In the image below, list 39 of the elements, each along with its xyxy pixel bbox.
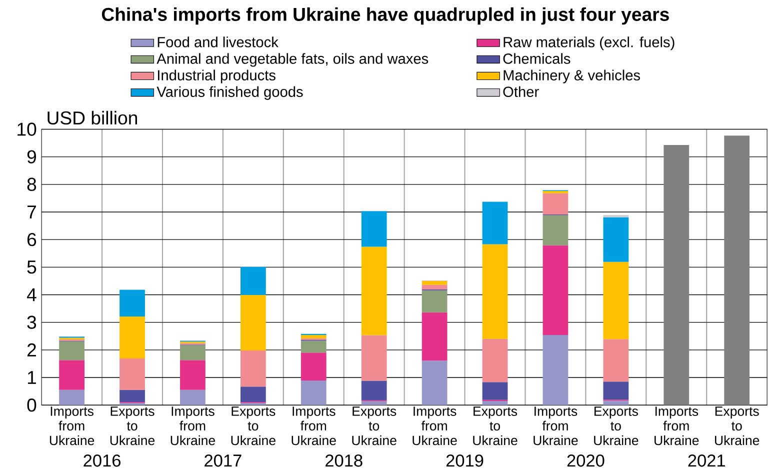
x-tick-label: Imports from Ukraine — [534, 406, 578, 446]
x-tick-label: Imports from Ukraine — [292, 406, 336, 446]
y-tick-label: 9 — [27, 150, 36, 164]
legend-label: Other — [503, 86, 539, 97]
chart-title: China's imports from Ukraine have quadrupled in just four years — [102, 7, 669, 25]
text: 2021 — [688, 454, 725, 467]
x-tick-label: Imports from Ukraine — [50, 406, 94, 446]
legend-label: Industrial products — [158, 70, 276, 84]
x-tick-label: Imports from Ukraine — [170, 406, 215, 446]
legend-label: Various finished goods — [156, 86, 303, 100]
y-tick-label: 4 — [26, 288, 36, 302]
x-tick-label: Exports to Ukraine — [714, 406, 760, 446]
legend-label: Raw materials (excl. fuels) — [504, 36, 674, 50]
x-tick-label: Imports from Ukraine — [654, 406, 699, 446]
y-tick-label: 6 — [27, 232, 36, 246]
y-axis-title: USD billion — [48, 110, 137, 125]
y-tick-label: 5 — [27, 260, 36, 274]
legend-label: Machinery & vehicles — [504, 70, 640, 84]
text: 2019 — [446, 454, 484, 467]
x-tick-label: Exports to Ukraine — [352, 406, 396, 446]
text: 2017 — [204, 454, 242, 467]
x-tick-label: Imports from Ukraine — [412, 406, 457, 446]
y-tick-label: 10 — [18, 122, 36, 136]
x-tick-label: Exports to Ukraine — [594, 406, 638, 446]
y-tick-label: 3 — [27, 316, 36, 329]
x-tick-label: Exports to Ukraine — [473, 406, 518, 446]
text: 2016 — [84, 454, 120, 467]
y-tick-label: 0 — [27, 398, 36, 412]
x-tick-label: Exports to Ukraine — [231, 406, 276, 446]
text: 2020 — [567, 454, 604, 467]
x-tick-label: Exports to Ukraine — [110, 406, 155, 446]
y-tick-label: 1 — [28, 371, 36, 384]
text: 2018 — [326, 454, 362, 467]
legend-label: Chemicals — [503, 53, 570, 64]
legend-label: Animal and vegetable fats, oils and waxes — [156, 53, 428, 67]
y-tick-label: 2 — [27, 343, 36, 356]
y-tick-label: 7 — [28, 206, 36, 218]
y-tick-label: 8 — [27, 178, 36, 191]
legend-label: Food and livestock — [158, 36, 278, 48]
